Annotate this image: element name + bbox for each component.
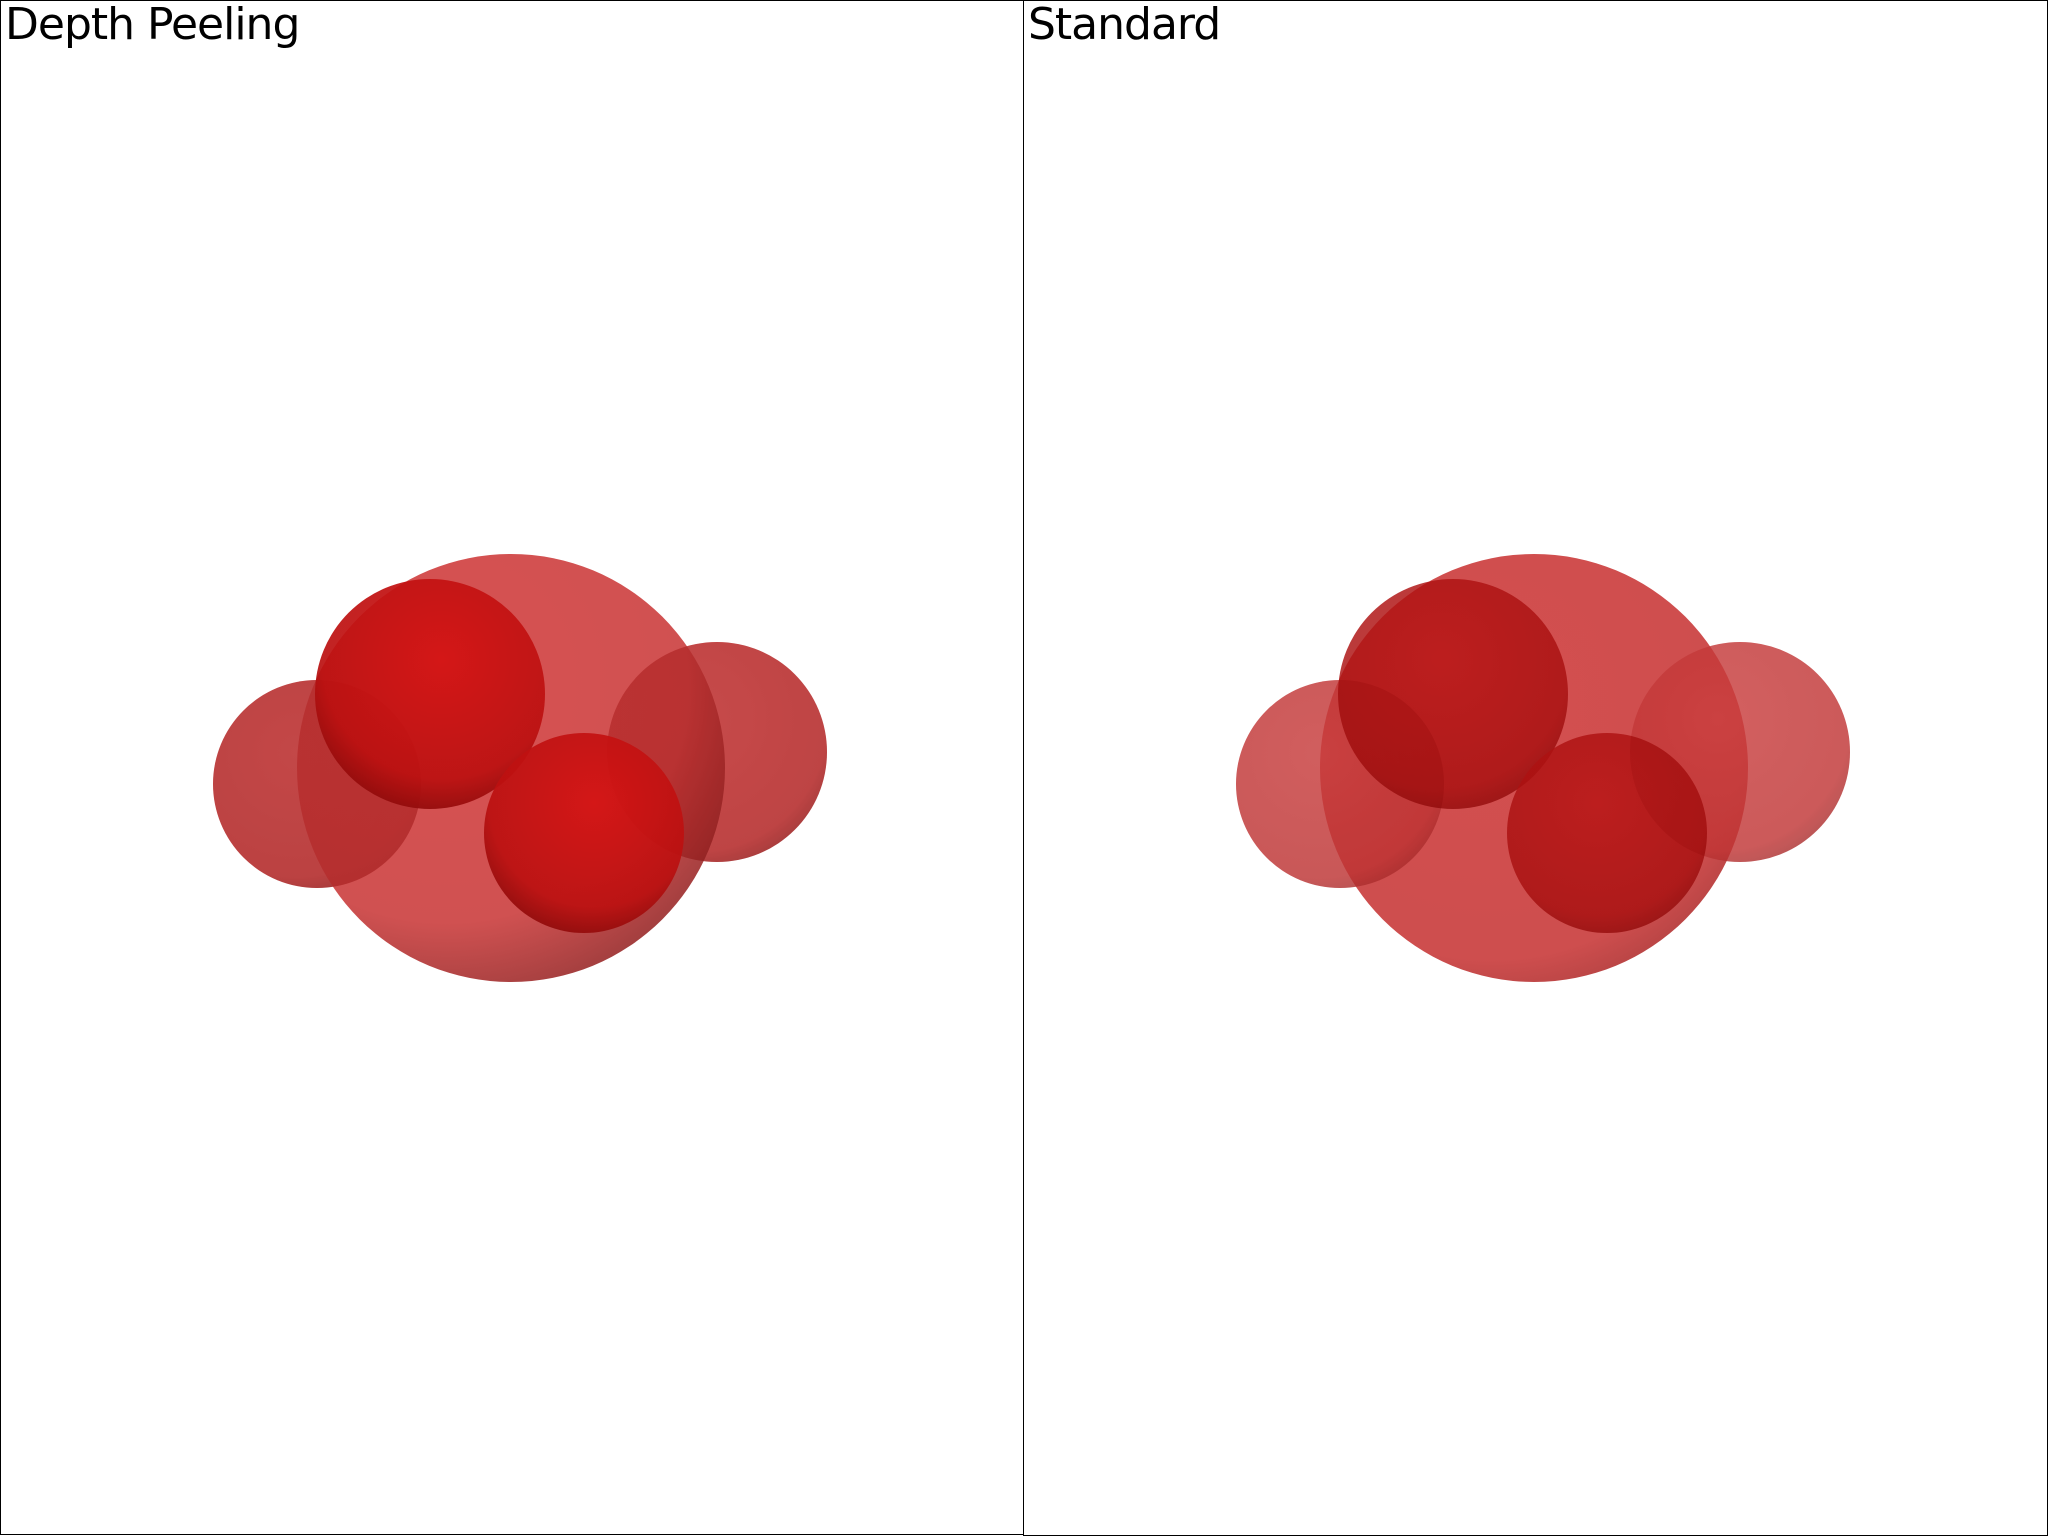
- viewport-title: Standard: [1028, 0, 1221, 50]
- viewport-standard[interactable]: Standard: [1023, 0, 2048, 1536]
- viewport-title: Depth Peeling: [5, 0, 300, 50]
- sphere-scene: [1236, 554, 1850, 982]
- sphere-lower: [484, 733, 684, 933]
- sphere-upper: [1338, 579, 1568, 809]
- sphere-lower: [1507, 733, 1707, 933]
- sphere-scene: [213, 554, 827, 982]
- viewport-depth-peeling[interactable]: Depth Peeling: [0, 0, 1025, 1535]
- sphere-upper: [315, 579, 545, 809]
